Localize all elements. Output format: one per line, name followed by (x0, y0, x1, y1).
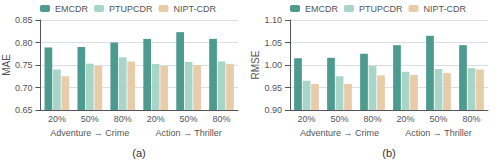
svg-text:50%: 50% (81, 114, 99, 124)
svg-text:1.10: 1.10 (264, 15, 282, 25)
svg-text:EMCDR: EMCDR (305, 4, 338, 14)
svg-text:0.65: 0.65 (15, 105, 33, 115)
svg-text:20%: 20% (48, 114, 66, 124)
svg-text:20%: 20% (147, 114, 165, 124)
svg-text:50%: 50% (429, 114, 447, 124)
svg-text:0.80: 0.80 (15, 38, 33, 48)
svg-text:Action → Thriller: Action → Thriller (155, 128, 221, 138)
svg-text:80%: 80% (462, 114, 480, 124)
svg-text:PTUPCDR: PTUPCDR (359, 4, 403, 14)
svg-text:PTUPCDR: PTUPCDR (109, 4, 153, 14)
svg-text:80%: 80% (213, 114, 231, 124)
svg-text:0.95: 0.95 (264, 83, 282, 93)
svg-text:80%: 80% (114, 114, 132, 124)
svg-text:Adventure → Crime: Adventure → Crime (50, 128, 129, 138)
svg-text:50%: 50% (330, 114, 348, 124)
svg-text:NIPT-CDR: NIPT-CDR (424, 4, 467, 14)
svg-text:20%: 20% (297, 114, 315, 124)
svg-text:EMCDR: EMCDR (55, 4, 88, 14)
svg-text:50%: 50% (180, 114, 198, 124)
svg-text:0.75: 0.75 (15, 60, 33, 70)
svg-text:1.00: 1.00 (264, 60, 282, 70)
svg-text:0.70: 0.70 (15, 83, 33, 93)
svg-text:20%: 20% (396, 114, 414, 124)
svg-text:(a): (a) (132, 147, 145, 159)
svg-text:NIPT-CDR: NIPT-CDR (174, 4, 217, 14)
svg-text:80%: 80% (363, 114, 381, 124)
svg-text:0.85: 0.85 (15, 15, 33, 25)
svg-text:0.90: 0.90 (264, 105, 282, 115)
svg-text:RMSE: RMSE (250, 50, 261, 79)
svg-text:1.05: 1.05 (264, 38, 282, 48)
svg-text:(b): (b) (382, 147, 395, 159)
svg-text:MAE: MAE (1, 54, 12, 76)
svg-text:Adventure → Crime: Adventure → Crime (300, 128, 379, 138)
svg-text:Action → Thriller: Action → Thriller (405, 128, 471, 138)
